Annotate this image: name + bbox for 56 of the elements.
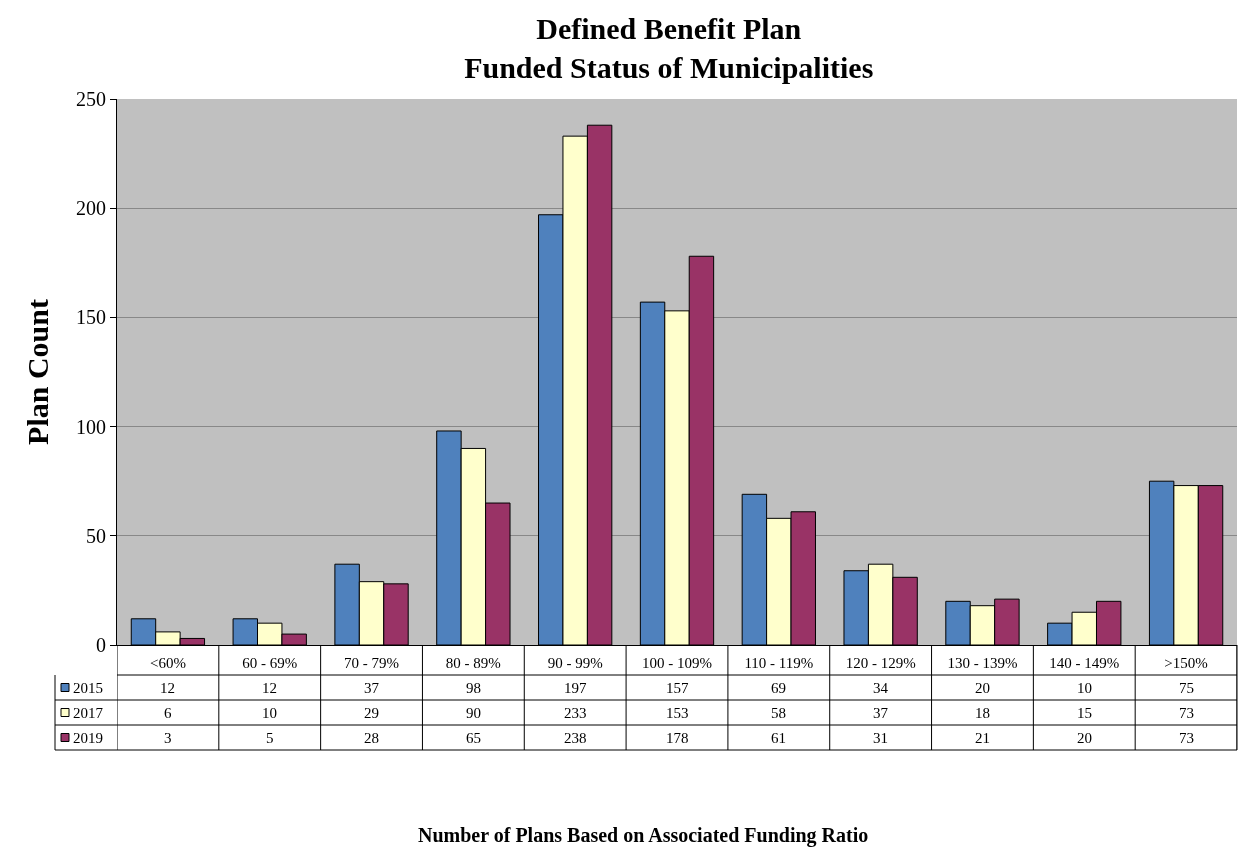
legend-label: 2019 (73, 730, 103, 746)
chart-title: Defined Benefit Plan Funded Status of Municipalities (464, 11, 874, 84)
data-label: 20 (1077, 730, 1092, 746)
data-label: 29 (364, 705, 379, 721)
data-label: 5 (266, 730, 274, 746)
data-label: 3 (164, 730, 172, 746)
data-label: 12 (160, 680, 175, 696)
y-tick-label: 250 (76, 88, 106, 110)
data-label: 233 (564, 705, 587, 721)
data-label: 178 (666, 730, 689, 746)
x-tick-label: >150% (1164, 655, 1208, 671)
x-tick-label: 100 - 109% (642, 655, 712, 671)
legend-label: 2015 (73, 680, 103, 696)
x-tick-label: 80 - 89% (445, 655, 501, 671)
data-label: 31 (873, 730, 888, 746)
y-tick-label: 200 (76, 197, 106, 220)
data-label: 238 (564, 730, 587, 746)
x-tick-label: 140 - 149% (1049, 655, 1120, 671)
x-tick-label: 110 - 119% (744, 655, 814, 671)
y-tick-label: 0 (96, 634, 106, 656)
data-label: 90 (466, 705, 481, 721)
x-tick-label: 120 - 129% (845, 655, 916, 671)
x-tick-label: 70 - 79% (344, 655, 400, 671)
data-label: 37 (364, 680, 380, 696)
text: Number of Plans Based on Associated Funding Ratio (418, 824, 869, 847)
data-label: 61 (771, 730, 786, 746)
data-label: 28 (364, 730, 379, 746)
data-label: 34 (873, 680, 889, 696)
data-label: 69 (771, 680, 786, 696)
data-label: 73 (1179, 705, 1194, 721)
x-tick-label: 60 - 69% (242, 655, 298, 671)
data-label: 37 (873, 705, 889, 721)
data-label: 197 (564, 680, 587, 696)
data-label: 10 (1077, 680, 1092, 696)
data-label: 10 (262, 705, 277, 721)
x-tick-label: 90 - 99% (547, 655, 603, 671)
x-tick-label: <60% (149, 655, 186, 671)
data-label: 18 (975, 705, 990, 721)
y-tick-label: 150 (76, 306, 106, 329)
data-label: 157 (666, 680, 689, 696)
legend-label: 2017 (73, 705, 104, 721)
y-tick-label: 100 (76, 415, 106, 438)
data-label: 75 (1179, 680, 1194, 696)
data-label: 98 (466, 680, 481, 696)
data-label: 21 (975, 730, 990, 746)
x-tick-label: 130 - 139% (947, 655, 1018, 671)
data-label: 12 (262, 680, 277, 696)
data-label: 6 (164, 705, 172, 721)
data-label: 15 (1077, 705, 1092, 721)
y-tick-label: 50 (86, 524, 106, 547)
data-label: 153 (666, 705, 689, 721)
data-label: 65 (466, 730, 481, 746)
data-label: 58 (771, 705, 786, 721)
y-axis-title: Plan Count (21, 299, 54, 445)
data-label: 20 (975, 680, 990, 696)
data-label: 73 (1179, 730, 1194, 746)
